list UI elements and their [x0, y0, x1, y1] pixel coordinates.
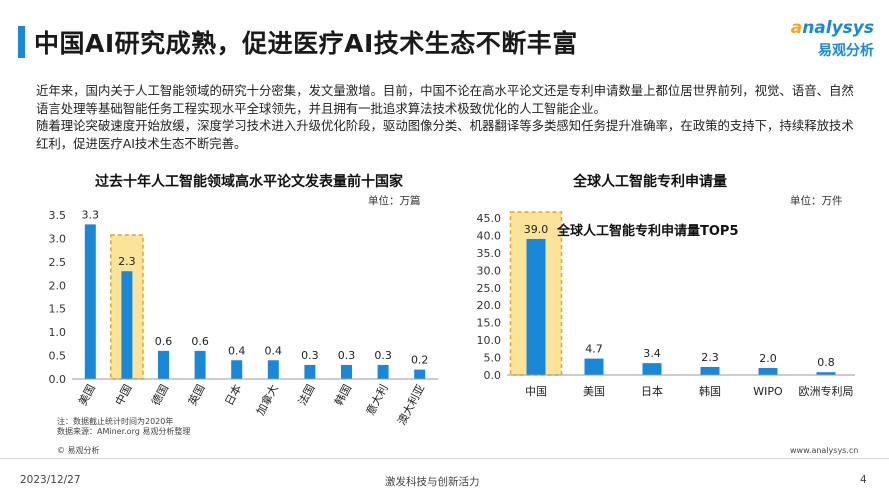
intro-paragraph-2: 随着理论突破速度开始放缓，深度学习技术进入升级优化阶段，驱动图像分类、机器翻译等…: [36, 118, 854, 151]
chart1-ytick-label: 0.5: [49, 350, 67, 363]
chart2-ytick-label: 20.0: [477, 299, 502, 312]
chart2-ytick-label: 5.0: [484, 352, 502, 365]
chart1-title: 过去十年人工智能领域高水平论文发表量前十国家: [95, 174, 403, 190]
analysys-logo: analysys 易观分析: [778, 16, 878, 64]
chart1-value-label: 3.3: [82, 208, 100, 221]
chart1-category-label: 美国: [76, 382, 98, 408]
chart1-plot: 0.0 0.5 1.0 1.5 2.0 2.5 3.0 3.5 3.3 美国 2.3 中国 0.6 德国 0…: [49, 208, 438, 427]
chart1-bar: [414, 369, 426, 379]
copyright: © 易观分析: [57, 446, 100, 455]
chart1-bar: [194, 350, 206, 379]
intro-text: 近年来，国内关于人工智能领域的研究十分密集，发文量激增。目前，中国不论在高水平论…: [36, 82, 856, 152]
chart2-value-label: 3.4: [643, 347, 661, 360]
logo-wordmark: analysys: [791, 18, 874, 38]
chart2-value-label: 2.3: [701, 351, 719, 364]
chart2-ytick-label: 30.0: [477, 264, 502, 277]
chart1-bar: [267, 360, 279, 379]
chart1-category-label: 中国: [113, 382, 135, 408]
chart1-value-label: 2.3: [118, 255, 135, 268]
logo-subtitle: 易观分析: [818, 43, 874, 59]
chart1-unit: 单位：万篇: [368, 195, 421, 207]
chart2-ytick-label: 0.0: [484, 369, 502, 382]
chart2-bar: [642, 363, 662, 375]
page-number: 4: [860, 474, 867, 486]
chart1-category-label: 澳大利亚: [394, 382, 427, 427]
chart1-category-label: 韩国: [331, 382, 354, 408]
chart1-bar: [377, 364, 389, 379]
chart2-ytick-label: 25.0: [477, 282, 502, 295]
chart1-bar: [158, 350, 169, 379]
chart2-bar: [758, 368, 778, 375]
page-title: 中国AI研究成熟，促进医疗AI技术生态不断丰富: [34, 29, 578, 58]
chart2-category-label: 韩国: [699, 384, 721, 398]
chart1-ytick-label: 2.0: [49, 279, 67, 292]
chart1-category-label: 意大利: [363, 382, 391, 418]
chart1-value-label: 0.3: [374, 349, 392, 362]
chart1-value-label: 0.2: [411, 354, 429, 367]
chart1-value-label: 0.6: [155, 335, 173, 348]
chart2-value-label: 0.8: [817, 356, 835, 369]
chart1-ytick-label: 0.0: [49, 373, 67, 386]
chart2-value-label: 4.7: [585, 343, 603, 356]
chart1-bar: [304, 364, 316, 379]
logo-accent-letter: a: [790, 18, 803, 38]
chart2-ytick-label: 10.0: [477, 334, 502, 347]
chart2-value-label: 39.0: [524, 223, 549, 236]
chart1-category-label: 英国: [185, 382, 208, 408]
footer-divider: [0, 458, 889, 459]
chart2-ytick-label: 35.0: [477, 247, 502, 260]
chart1-ytick-label: 1.0: [49, 326, 67, 339]
chart1-bar: [84, 224, 96, 379]
chart2-category-label: 日本: [641, 384, 663, 398]
chart2-annotation: 全球人工智能专利申请量TOP5: [556, 223, 739, 239]
chart1-value-label: 0.3: [301, 349, 319, 362]
chart1-note: 注：数据截止统计时间为2020年: [57, 417, 174, 426]
chart2-title: 全球人工智能专利申请量: [573, 174, 727, 190]
chart1-category-label: 日本: [222, 382, 245, 408]
title-accent-bar: [18, 26, 25, 58]
intro-paragraph-1: 近年来，国内关于人工智能领域的研究十分密集，发文量激增。目前，中国不论在高水平论…: [36, 83, 854, 116]
chart2-bar: [526, 238, 546, 375]
chart2-unit: 单位：万件: [790, 195, 843, 207]
chart2-category-label: 美国: [583, 385, 605, 398]
chart1-ytick-label: 1.5: [49, 303, 67, 316]
chart2-bar: [816, 372, 836, 375]
logo-wordmark-text: nalysys: [802, 18, 874, 38]
chart1-value-label: 0.4: [228, 344, 246, 357]
chart2-category-label: 欧洲专利局: [799, 384, 854, 398]
chart1-ytick-label: 3.0: [49, 232, 67, 245]
chart2-category-label: 中国: [525, 385, 547, 398]
footer-date: 2023/12/27: [20, 474, 81, 486]
chart1-value-label: 0.6: [191, 335, 209, 348]
chart1-ytick-label: 3.5: [49, 209, 67, 222]
chart1-category-label: 法国: [295, 382, 318, 408]
chart2-bar: [700, 366, 720, 375]
chart2-category-label: WIPO: [753, 385, 783, 398]
chart1-category-label: 加拿大: [253, 382, 281, 418]
chart1-ytick-label: 2.5: [49, 256, 67, 269]
chart2-ytick-label: 40.0: [477, 229, 502, 242]
chart1-category-label: 德国: [148, 382, 171, 408]
chart1-bar: [341, 364, 352, 379]
footer-tagline: 激发科技与创新活力: [385, 476, 480, 488]
website: www.analysys.cn: [790, 446, 859, 455]
chart2-ytick-label: 45.0: [477, 212, 502, 225]
chart1-bar: [121, 271, 133, 379]
chart2-bar: [584, 358, 604, 375]
chart1-value-label: 0.4: [265, 344, 283, 357]
chart1-source: 数据来源：AMiner.org 易观分析整理: [57, 427, 191, 436]
chart2-plot: 0.0 5.0 10.0 15.0 20.0 25.0 30.0 35.0 40.0 45.0 39…: [477, 211, 855, 398]
chart1-bar: [231, 360, 243, 379]
chart2-value-label: 2.0: [759, 352, 777, 365]
chart1-value-label: 0.3: [338, 349, 356, 362]
chart2-ytick-label: 15.0: [477, 317, 502, 330]
